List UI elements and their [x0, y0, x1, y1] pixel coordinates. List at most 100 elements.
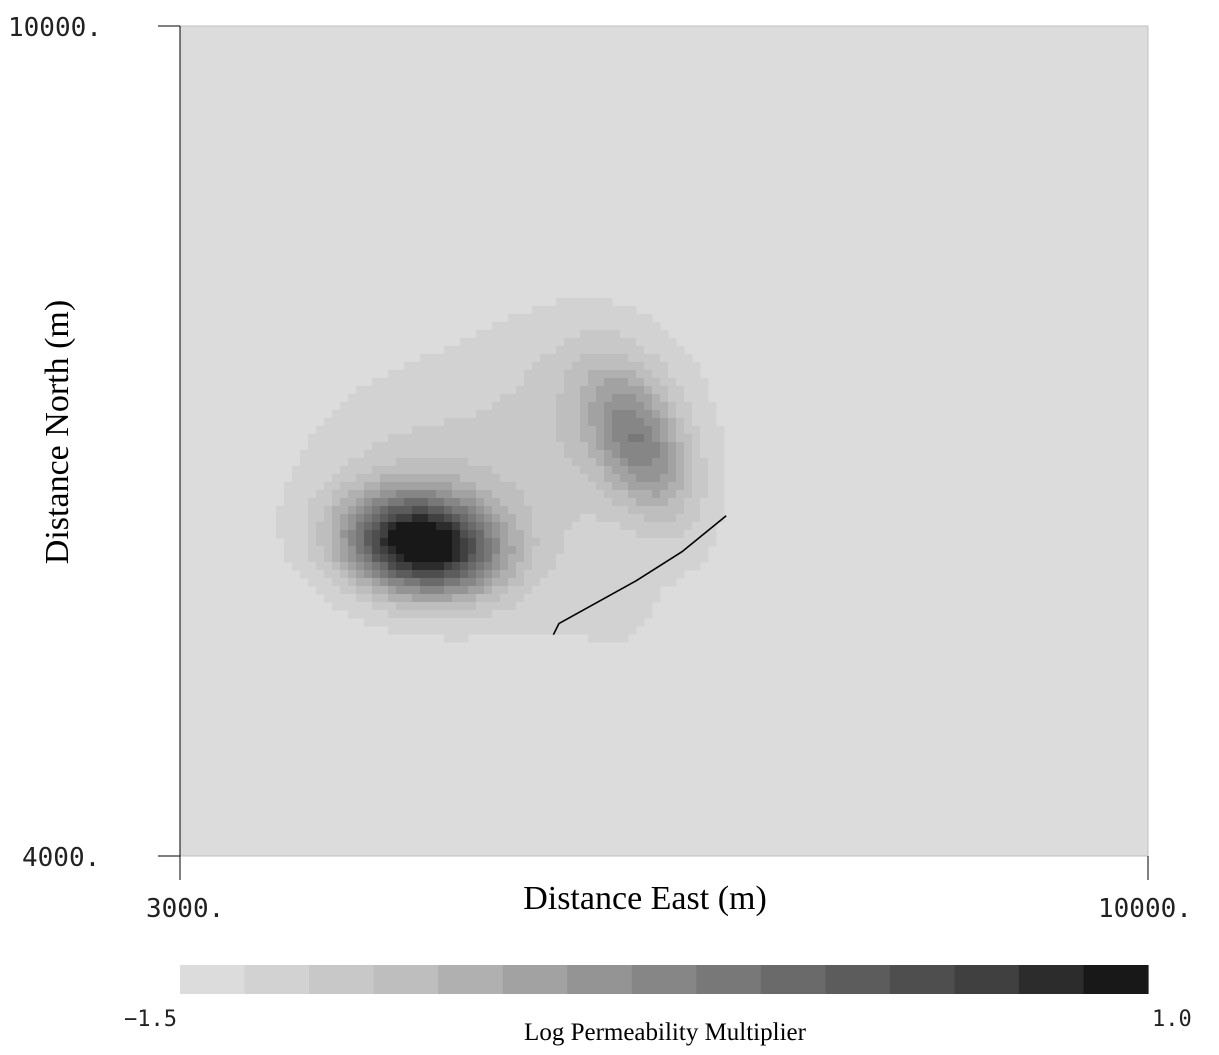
heatmap-cell [324, 418, 333, 427]
heatmap-cell [508, 322, 517, 331]
heatmap-cell [580, 586, 589, 595]
heatmap-cell [716, 482, 725, 491]
heatmap-cell [668, 354, 677, 363]
heatmap-cell [444, 442, 453, 451]
heatmap-cell [396, 562, 405, 571]
heatmap-cell [604, 314, 613, 323]
y-tick-label-top: 10000. [8, 13, 102, 43]
heatmap-cell [380, 458, 389, 467]
heatmap-cell [388, 546, 397, 555]
heatmap-cell [644, 394, 653, 403]
heatmap-cell [644, 610, 653, 619]
heatmap-cell [572, 538, 581, 547]
heatmap-cell [476, 546, 485, 555]
heatmap-cell [436, 434, 445, 443]
heatmap-cell [476, 578, 485, 587]
heatmap-cell [348, 538, 357, 547]
heatmap-cell [580, 346, 589, 355]
heatmap-cell [460, 346, 469, 355]
heatmap-cell [468, 490, 477, 499]
heatmap-cell [684, 410, 693, 419]
heatmap-cell [436, 490, 445, 499]
heatmap-cell [636, 394, 645, 403]
heatmap-cell [364, 578, 373, 587]
heatmap-cell [316, 514, 325, 523]
heatmap-cell [460, 474, 469, 483]
heatmap-cell [548, 458, 557, 467]
heatmap-cell [540, 394, 549, 403]
heatmap-cell [460, 362, 469, 371]
heatmap-cell [548, 530, 557, 539]
heatmap-cell [436, 618, 445, 627]
heatmap-cell [468, 562, 477, 571]
heatmap-cell [620, 498, 629, 507]
heatmap-cell [636, 578, 645, 587]
heatmap-cell [716, 514, 725, 523]
heatmap-cell [580, 562, 589, 571]
heatmap-cell [436, 362, 445, 371]
heatmap-cell [604, 482, 613, 491]
heatmap-cell [316, 522, 325, 531]
heatmap-cell [588, 466, 597, 475]
heatmap-cell [380, 410, 389, 419]
heatmap-cell [516, 602, 525, 611]
heatmap-cell [588, 522, 597, 531]
heatmap-cell [556, 418, 565, 427]
heatmap-cell [364, 522, 373, 531]
heatmap-cell [420, 410, 429, 419]
heatmap-cell [556, 586, 565, 595]
heatmap-cell [596, 370, 605, 379]
heatmap-cell [420, 442, 429, 451]
heatmap-cell [292, 498, 301, 507]
heatmap-cell [420, 506, 429, 515]
heatmap-cell [692, 546, 701, 555]
heatmap-cell [436, 530, 445, 539]
heatmap-cell [604, 450, 613, 459]
heatmap-cell [388, 490, 397, 499]
heatmap-cell [660, 426, 669, 435]
heatmap-cell [572, 602, 581, 611]
heatmap-cell [444, 370, 453, 379]
heatmap-cell [324, 562, 333, 571]
heatmap-cell [572, 498, 581, 507]
heatmap-cell [348, 578, 357, 587]
heatmap-cell [660, 434, 669, 443]
heatmap-cell [532, 498, 541, 507]
heatmap-cell [708, 490, 717, 499]
heatmap-cell [540, 346, 549, 355]
heatmap-cell [420, 394, 429, 403]
heatmap-cell [460, 578, 469, 587]
heatmap-cell [524, 346, 533, 355]
heatmap-cell [428, 370, 437, 379]
heatmap-cell [540, 594, 549, 603]
heatmap-cell [652, 458, 661, 467]
heatmap-cell [548, 546, 557, 555]
heatmap-cell [556, 386, 565, 395]
heatmap-cell [636, 562, 645, 571]
heatmap-cell [500, 394, 509, 403]
heatmap-cell [516, 466, 525, 475]
heatmap-cell [564, 602, 573, 611]
heatmap-cell [420, 610, 429, 619]
heatmap-cell [692, 506, 701, 515]
heatmap-cell [540, 570, 549, 579]
heatmap-cell [436, 466, 445, 475]
heatmap-cell [364, 554, 373, 563]
heatmap-cell [340, 434, 349, 443]
heatmap-cell [572, 490, 581, 499]
heatmap-cell [596, 498, 605, 507]
heatmap-cell [580, 514, 589, 523]
heatmap-cell [292, 466, 301, 475]
heatmap-cell [620, 330, 629, 339]
heatmap-cell [444, 554, 453, 563]
heatmap-cell [628, 570, 637, 579]
heatmap-cell [676, 442, 685, 451]
heatmap-cell [388, 378, 397, 387]
heatmap-cell [588, 314, 597, 323]
heatmap-cell [588, 482, 597, 491]
heatmap-cell [420, 418, 429, 427]
heatmap-cell [556, 402, 565, 411]
heatmap-cell [612, 586, 621, 595]
heatmap-cell [548, 490, 557, 499]
heatmap-cell [660, 538, 669, 547]
